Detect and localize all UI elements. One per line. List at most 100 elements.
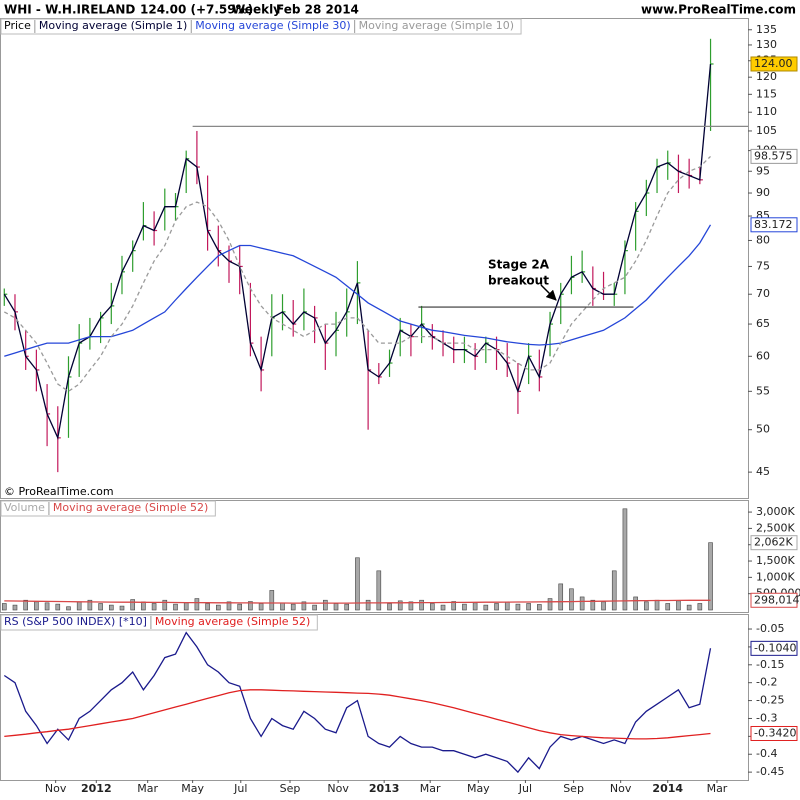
legend-entry: Price	[4, 19, 31, 32]
volume-bar	[633, 596, 638, 611]
legend-box	[0, 614, 318, 631]
x-tick-label: May	[467, 782, 490, 795]
legend-entry: Volume	[4, 501, 45, 514]
symbol: WHI - W.H.IRELAND	[4, 3, 135, 17]
volume-bar	[216, 604, 221, 611]
y-tick-label: 55	[756, 384, 770, 397]
y-tick-label: 70	[756, 287, 770, 300]
volume-bar	[387, 603, 392, 611]
x-tick-label: Mar	[420, 782, 441, 795]
volume-bar	[162, 599, 168, 611]
volume-bar	[547, 598, 553, 611]
volume-bar	[55, 603, 61, 611]
last-value-label: 83.172	[754, 218, 793, 231]
volume-bar	[34, 601, 39, 611]
period: Weekly	[232, 3, 281, 17]
volume-bar	[280, 602, 285, 611]
y-tick-label: 110	[756, 105, 777, 118]
volume-bar	[515, 603, 521, 611]
volume-bar	[419, 599, 424, 611]
y-tick-label: 95	[756, 164, 770, 177]
volume-bar	[344, 603, 350, 611]
volume-bar	[686, 604, 692, 611]
y-tick-label: -0.05	[756, 622, 784, 635]
volume-bar	[665, 603, 671, 611]
last-value-box	[750, 56, 798, 72]
x-tick-label: Nov	[610, 782, 632, 795]
x-tick-label: 2012	[81, 782, 112, 795]
x-tick-label: Sep	[280, 782, 301, 795]
y-tick-label: 1,500K	[756, 554, 795, 567]
y-tick-label: 3,000K	[756, 505, 795, 518]
x-tick-label: Nov	[45, 782, 67, 795]
volume-bar	[76, 601, 82, 611]
x-tick-label: Nov	[327, 782, 349, 795]
y-tick-label: 75	[756, 259, 770, 272]
series-line	[3, 63, 712, 441]
volume-bar	[194, 598, 200, 611]
last-value-label: 124.00	[754, 57, 793, 70]
volume-bar	[119, 605, 125, 611]
quote: 124.00 (+7.59%)	[140, 3, 253, 17]
series-line	[4, 689, 711, 740]
legend-entry: Moving average (Simple 52)	[53, 501, 208, 514]
y-tick-label: 90	[756, 186, 770, 199]
annotation: Stage 2A	[488, 258, 550, 272]
rs-panel	[0, 614, 749, 781]
volume-bar	[494, 603, 499, 611]
y-tick-label: 80	[756, 233, 770, 246]
volume-bar	[173, 603, 178, 611]
plot-area	[3, 631, 712, 774]
last-value-box	[750, 217, 798, 233]
y-tick-label: 130	[756, 38, 777, 51]
legend-box	[0, 500, 216, 517]
volume-bar	[537, 604, 542, 611]
volume-bar	[611, 570, 617, 611]
volume-bar	[601, 601, 606, 611]
volume-bar	[12, 604, 18, 611]
y-tick-label: -0.45	[756, 765, 784, 778]
volume-bar	[472, 602, 478, 611]
volume-bar	[44, 602, 50, 611]
volume-bar	[226, 601, 232, 611]
volume-bar	[141, 601, 146, 611]
volume-bar	[66, 606, 71, 611]
legend-box	[0, 18, 522, 35]
site: www.ProRealTime.com	[641, 3, 796, 17]
volume-bar	[408, 601, 414, 611]
legend-entry: Moving average (Simple 10)	[359, 19, 514, 32]
annotation: breakout	[488, 274, 549, 288]
last-value-box	[750, 535, 798, 551]
x-tick-label: Jul	[518, 782, 532, 795]
header-bar	[0, 0, 800, 18]
legend-entry: Moving average (Simple 52)	[155, 615, 310, 628]
volume-bar	[151, 603, 157, 611]
last-value-label: 98.575	[754, 149, 793, 162]
plot-area	[1, 508, 713, 611]
volume-bar	[355, 557, 360, 611]
x-tick-label: Mar	[137, 782, 158, 795]
last-value-label: -0.3420	[754, 726, 796, 739]
volume-bar	[708, 542, 713, 611]
volume-bar	[183, 602, 189, 611]
volume-bar	[269, 590, 275, 611]
volume-bar	[301, 601, 307, 611]
series-line	[3, 155, 711, 393]
volume-bar	[23, 599, 28, 611]
y-tick-label: 50	[756, 423, 770, 436]
series-line	[4, 599, 711, 604]
volume-bar	[1, 603, 7, 611]
volume-bar	[440, 604, 446, 611]
copyright: © ProRealTime.com	[4, 485, 114, 498]
y-tick-label: -0.4	[756, 747, 777, 760]
volume-bar	[323, 599, 328, 611]
y-tick-label: 60	[756, 349, 770, 362]
y-tick-label: 65	[756, 317, 770, 330]
volume-bar	[98, 603, 103, 611]
last-value-label: 2,062K	[754, 536, 793, 549]
volume-bar	[654, 599, 660, 611]
y-tick-label: 105	[756, 124, 777, 137]
volume-panel	[0, 500, 749, 613]
volume-bar	[622, 508, 628, 611]
